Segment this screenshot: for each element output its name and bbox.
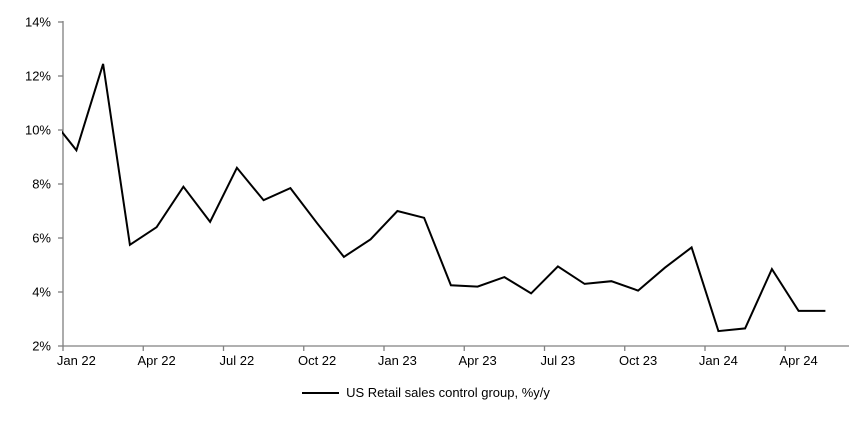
x-tick-label: Jan 22 <box>57 353 96 368</box>
plot-area: 2% 4% 6% 8% 10% 12% 14% Jan 22 Apr 22 Jul 22 Oct 2… <box>25 15 849 368</box>
x-tick-label: Jan 23 <box>378 353 417 368</box>
legend-line-swatch <box>302 392 340 394</box>
x-tick-label: Jan 24 <box>699 353 738 368</box>
x-tick-label: Apr 23 <box>458 353 496 368</box>
y-tick-label: 2% <box>32 339 51 354</box>
y-tick-label: 14% <box>25 15 51 30</box>
legend: US Retail sales control group, %y/y <box>0 385 852 401</box>
y-tick-label: 10% <box>25 123 51 138</box>
x-tick-label: Oct 23 <box>619 353 657 368</box>
x-tick-label: Jul 22 <box>220 353 255 368</box>
x-tick-label: Jul 23 <box>541 353 576 368</box>
y-tick-label: 6% <box>32 231 51 246</box>
x-tick-label: Apr 24 <box>779 353 817 368</box>
legend-label: US Retail sales control group, %y/y <box>346 385 550 400</box>
y-tick-label: 4% <box>32 285 51 300</box>
y-tick-label: 8% <box>32 177 51 192</box>
series-line-retail-sales <box>62 63 826 333</box>
x-tick-label: Apr 22 <box>137 353 175 368</box>
x-tick-label: Oct 22 <box>298 353 336 368</box>
y-tick-label: 12% <box>25 69 51 84</box>
